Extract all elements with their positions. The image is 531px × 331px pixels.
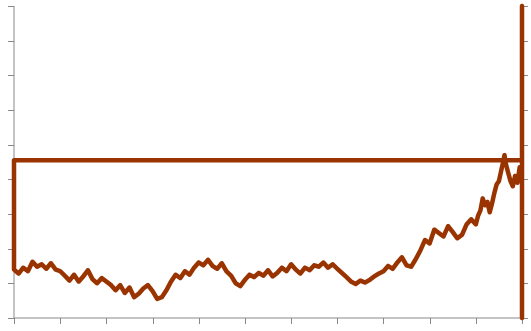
chart-series <box>11 3 525 321</box>
series-line-0 <box>11 3 525 321</box>
